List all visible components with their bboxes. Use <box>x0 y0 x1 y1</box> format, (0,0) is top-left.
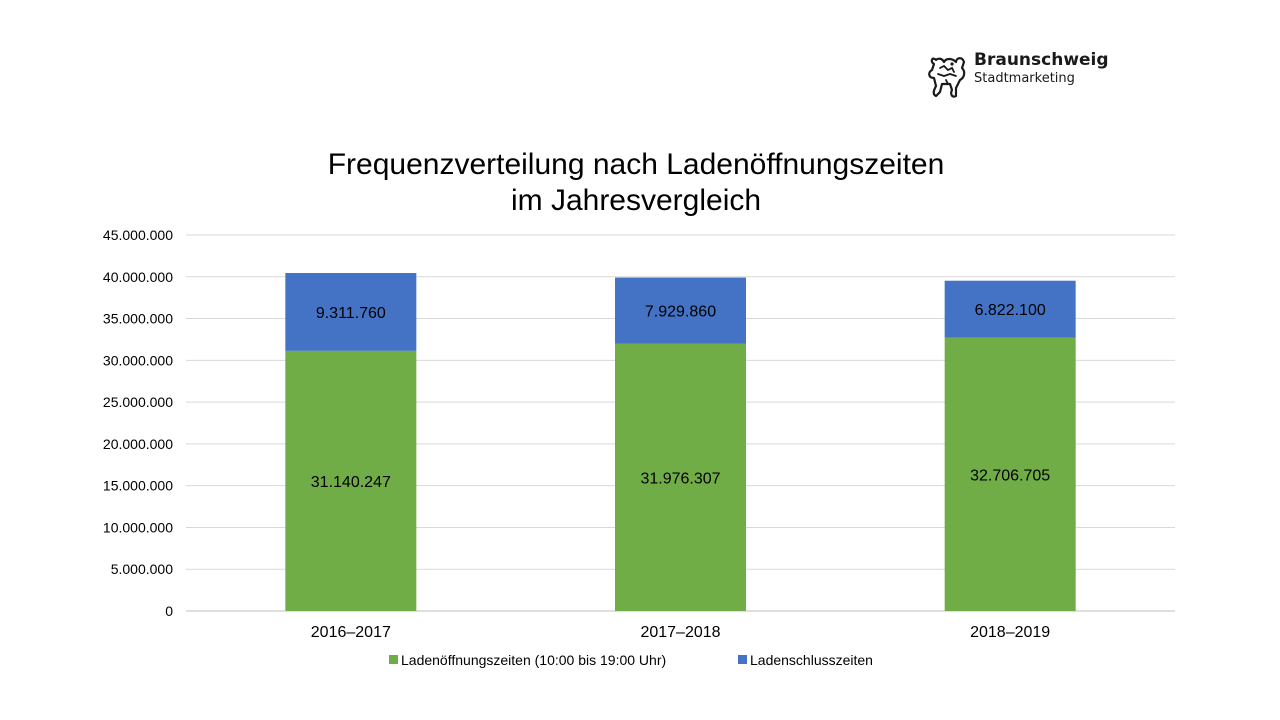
data-label: 32.706.705 <box>970 467 1050 484</box>
bar-segment <box>944 337 1076 611</box>
x-tick-label: 2016–2017 <box>311 624 391 641</box>
y-tick-label: 15.000.000 <box>103 478 173 494</box>
logo-subtitle: Stadtmarketing <box>974 71 1075 86</box>
x-tick-label: 2017–2018 <box>640 624 720 641</box>
y-tick-label: 35.000.000 <box>103 311 173 327</box>
data-label: 9.311.760 <box>316 305 386 322</box>
y-tick-label: 30.000.000 <box>103 352 173 368</box>
y-tick-label: 5.000.000 <box>111 561 173 577</box>
bar-segment <box>285 273 417 351</box>
legend-label: Ladenschlusszeiten <box>750 652 873 668</box>
data-label: 6.822.100 <box>975 302 1046 319</box>
chart-subtitle: im Jahresvergleich <box>511 184 761 217</box>
legend-swatch <box>389 655 398 664</box>
y-tick-label: 0 <box>165 603 173 619</box>
y-tick-label: 40.000.000 <box>103 269 173 285</box>
bar-segment <box>285 350 417 611</box>
logo-name: Braunschweig <box>974 50 1109 70</box>
data-label: 31.140.247 <box>311 474 391 491</box>
bar-segment <box>944 280 1076 338</box>
legend: Ladenöffnungszeiten (10:00 bis 19:00 Uhr… <box>389 652 873 668</box>
brand-logo: Braunschweig Stadtmarketing <box>924 48 1124 104</box>
bar-segment <box>615 277 746 344</box>
y-axis: 0 5.000.000 10.000.000 15.000.000 20.000.000… <box>103 227 173 619</box>
y-tick-label: 20.000.000 <box>103 436 173 452</box>
y-tick-label: 45.000.000 <box>103 227 173 243</box>
lion-crest-icon <box>928 57 966 98</box>
legend-label: Ladenöffnungszeiten (10:00 bis 19:00 Uhr… <box>401 652 666 668</box>
legend-swatch <box>738 655 747 664</box>
data-label: 31.976.307 <box>640 470 720 487</box>
x-axis: 2016–2017 2017–2018 2018–2019 <box>311 624 1051 641</box>
bars: 31.140.247 9.311.760 31.976.307 7.929.860 32… <box>285 273 1076 611</box>
y-tick-label: 10.000.000 <box>103 519 173 535</box>
chart-title: Frequenzverteilung nach Ladenöffnungszei… <box>328 148 945 181</box>
y-tick-label: 25.000.000 <box>103 394 173 410</box>
data-label: 7.929.860 <box>645 304 716 321</box>
bar-segment <box>615 343 746 611</box>
x-tick-label: 2018–2019 <box>970 624 1050 641</box>
